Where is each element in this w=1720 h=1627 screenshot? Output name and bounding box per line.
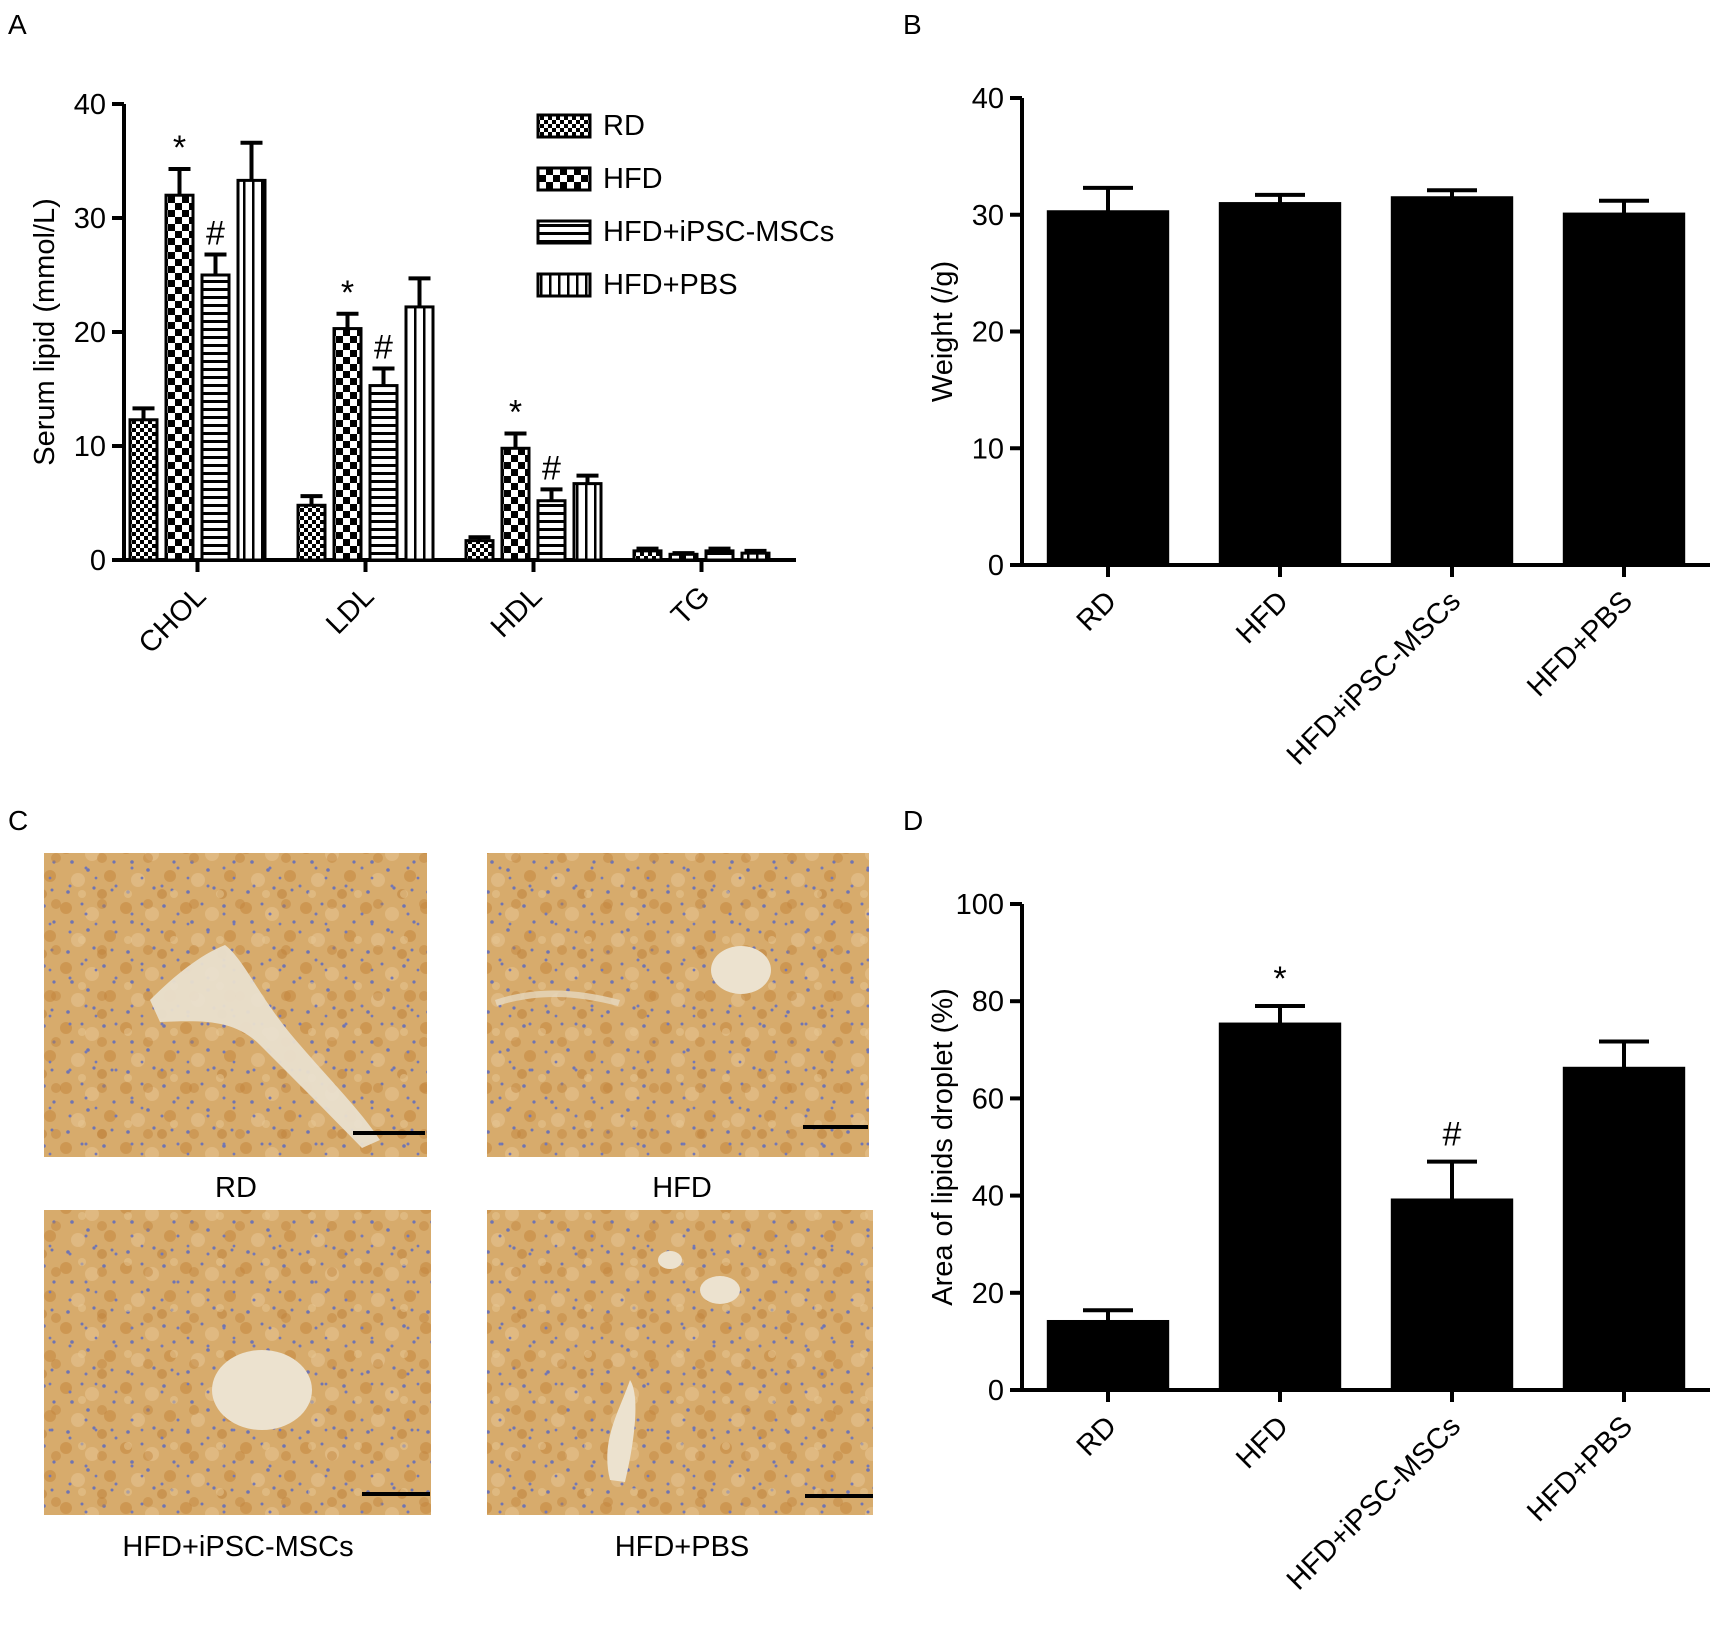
x-tick-label-hfd-ipsc-mscs: HFD+iPSC-MSCs <box>1281 1410 1467 1596</box>
legend-label-hfd-pbs: HFD+PBS <box>603 269 738 301</box>
x-tick-label-hfd-ipsc-mscs: HFD+iPSC-MSCs <box>1281 585 1467 771</box>
bar-rd-ldl <box>296 503 327 562</box>
x-tick-label-hfd: HFD <box>1230 585 1295 650</box>
significance-marker: # <box>1443 1116 1462 1154</box>
legend-label-hfd-ipsc-mscs: HFD+iPSC-MSCs <box>603 216 834 248</box>
panel-label-d: D <box>903 805 923 836</box>
micrograph-hfd: HFD <box>487 853 869 1204</box>
panel-labels: A B C D <box>8 9 923 836</box>
x-tick-label-tg: TG <box>665 580 716 631</box>
significance-marker: * <box>173 129 186 167</box>
bar-hfd-pbs-ldl <box>404 305 435 562</box>
bar-hfd-ipsc-mscs-hdl <box>536 499 567 562</box>
significance-marker: # <box>374 328 393 366</box>
micrograph-hfd-pbs: HFD+PBS <box>487 1210 873 1563</box>
legend-swatch-hfd-pbs <box>536 272 592 298</box>
micrograph-hfd-ipsc-mscs: HFD+iPSC-MSCs <box>44 1210 431 1563</box>
micrograph-label-rd: RD <box>215 1172 257 1204</box>
bar-hfd-ldl <box>332 327 363 562</box>
legend-swatch-hfd-ipsc-mscs <box>536 219 592 245</box>
bar-hfd <box>1218 202 1342 566</box>
y-axis-label: Serum lipid (mmol/L) <box>29 198 61 466</box>
y-tick-label: 0 <box>988 1375 1004 1407</box>
y-tick-label: 40 <box>74 89 106 121</box>
bar-hfd-ipsc-mscs <box>1390 196 1514 567</box>
y-tick-label: 60 <box>972 1083 1004 1115</box>
panel-label-a: A <box>8 9 27 40</box>
bar-rd-chol <box>128 418 159 562</box>
y-tick-label: 100 <box>956 889 1004 921</box>
panel-label-b: B <box>903 9 922 40</box>
micrograph-rd: RD <box>44 853 427 1204</box>
bar-hfd-pbs-hdl <box>572 482 603 562</box>
y-tick-label: 40 <box>972 1181 1004 1213</box>
x-tick-label-hfd: HFD <box>1230 1410 1295 1475</box>
bar-hfd-ipsc-mscs <box>1390 1198 1514 1392</box>
legend-swatch-hfd <box>536 166 592 192</box>
micrograph-label-hfd-pbs: HFD+PBS <box>615 1531 750 1563</box>
y-tick-label: 30 <box>972 200 1004 232</box>
bar-hfd <box>1218 1022 1342 1392</box>
bar-hfd-hdl <box>500 446 531 562</box>
micrograph-panel: RD HFD HFD+iPSC-MSCs HFD+PBS <box>44 853 873 1563</box>
y-tick-label: 20 <box>972 317 1004 349</box>
bar-hfd-chol <box>164 193 195 562</box>
y-tick-label: 30 <box>74 203 106 235</box>
bar-hfd-pbs <box>1562 1066 1686 1391</box>
significance-marker: * <box>341 274 354 312</box>
micrograph-label-hfd: HFD <box>652 1172 712 1204</box>
y-axis-label: Area of lipids droplet (%) <box>927 988 959 1306</box>
significance-marker: * <box>1273 960 1286 998</box>
significance-marker: * <box>509 393 522 431</box>
bar-hfd-pbs-chol <box>236 178 267 562</box>
serum-lipid-chart: 0 10 20 30 40 Serum lipid (mmol/L) CHOL * # LDL * #… <box>29 89 834 660</box>
y-tick-label: 20 <box>74 317 106 349</box>
vessel-shape <box>607 1380 636 1482</box>
legend-label-rd: RD <box>603 110 645 142</box>
y-tick-label: 40 <box>972 83 1004 115</box>
significance-marker: # <box>206 214 225 252</box>
bar-hfd-ipsc-mscs-ldl <box>368 384 399 562</box>
y-axis-label: Weight (/g) <box>927 261 959 402</box>
panel-label-c: C <box>8 805 28 836</box>
bar-hfd-pbs-tg <box>740 551 771 562</box>
x-tick-label-hfd-pbs: HFD+PBS <box>1521 585 1639 703</box>
bar-hfd-ipsc-mscs-tg <box>704 549 735 562</box>
y-tick-label: 10 <box>74 431 106 463</box>
y-tick-label: 0 <box>988 550 1004 582</box>
vessel-shape <box>711 946 771 994</box>
vessel-shape <box>150 945 380 1148</box>
bar-rd-hdl <box>464 539 495 562</box>
x-tick-label-hfd-pbs: HFD+PBS <box>1521 1410 1639 1528</box>
y-tick-label: 0 <box>90 545 106 577</box>
significance-marker: # <box>542 449 561 487</box>
lipid-droplet-area-chart: 0 20 40 60 80 100 Area of lipids droplet (%) RD… <box>927 889 1710 1596</box>
y-tick-label: 80 <box>972 986 1004 1018</box>
legend-swatch-rd <box>536 113 592 139</box>
bar-rd <box>1046 210 1170 566</box>
bar-hfd-pbs <box>1562 212 1686 567</box>
bar-rd-tg <box>632 549 663 562</box>
x-tick-label-rd: RD <box>1071 1410 1123 1462</box>
bar-hfd-ipsc-mscs-chol <box>200 273 231 562</box>
bar-rd <box>1046 1319 1170 1392</box>
vessel-shape <box>212 1350 312 1430</box>
y-tick-label: 10 <box>972 433 1004 465</box>
legend: RD HFD HFD+iPSC-MSCs HFD+PBS <box>536 110 834 301</box>
x-tick-label-ldl: LDL <box>320 580 380 640</box>
legend-label-hfd: HFD <box>603 163 663 195</box>
y-tick-label: 20 <box>972 1278 1004 1310</box>
x-tick-label-chol: CHOL <box>133 580 213 660</box>
x-tick-label-hdl: HDL <box>485 580 549 644</box>
micrograph-label-hfd-ipsc-mscs: HFD+iPSC-MSCs <box>122 1531 353 1563</box>
x-tick-label-rd: RD <box>1071 585 1123 637</box>
